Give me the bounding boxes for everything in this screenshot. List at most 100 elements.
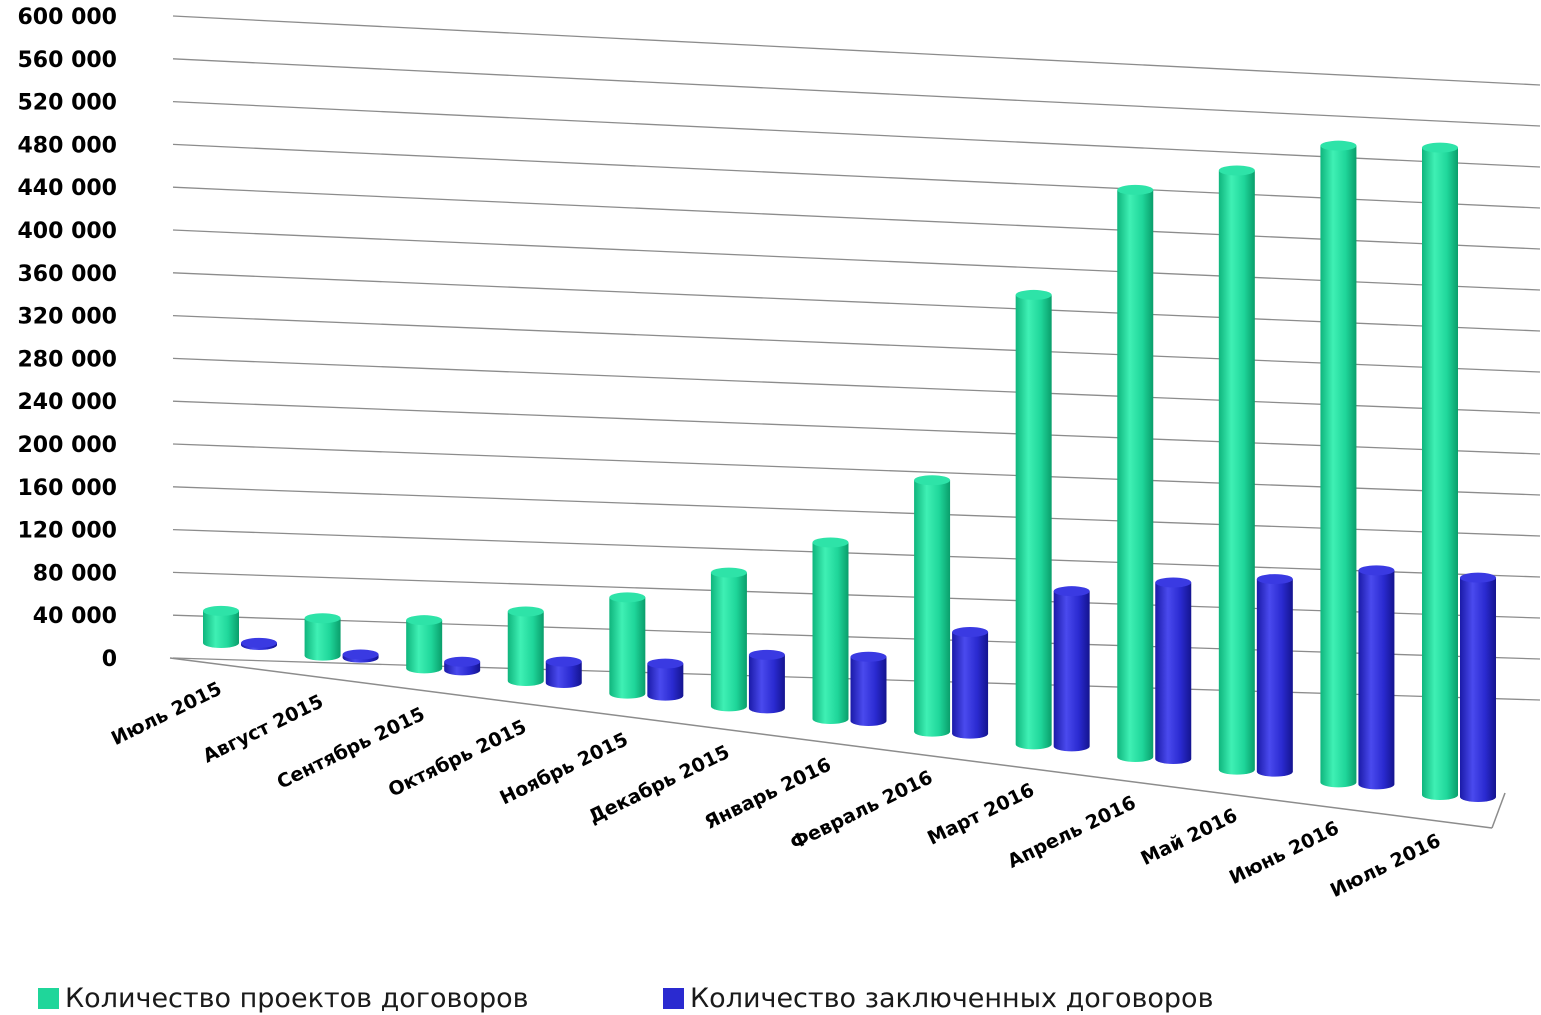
y-tick-label: 0 (102, 647, 117, 672)
bar-contracts-top (1053, 586, 1090, 597)
x-tick-label: Май 2016 (1137, 804, 1241, 870)
floor-right-edge (1491, 792, 1506, 829)
y-tick-label: 320 000 (17, 305, 117, 330)
bar-contracts (952, 627, 989, 739)
bar-contracts-top (952, 627, 989, 638)
bar-contracts (342, 649, 379, 663)
bar-contracts-body (1256, 579, 1293, 777)
y-tick-label: 560 000 (17, 48, 117, 73)
bar-projects (1218, 165, 1255, 775)
bar-projects (1015, 289, 1052, 750)
y-tick-label: 200 000 (17, 433, 117, 458)
floor-front-edge (169, 657, 1493, 829)
y-tick-label: 400 000 (17, 219, 117, 244)
legend-item-contracts: Количество заключенных договоров (663, 981, 1213, 1015)
gridline (172, 314, 1541, 373)
bar-projects (1117, 184, 1154, 762)
bar-contracts (1256, 574, 1293, 777)
bar-contracts-body (647, 663, 684, 701)
gridline (172, 400, 1541, 455)
bar-contracts-top (1256, 574, 1293, 585)
bar-projects-top (507, 606, 544, 617)
gridline (172, 143, 1541, 209)
bar-projects-top (1218, 165, 1255, 176)
bar-projects-top (812, 537, 849, 548)
bar-contracts-top (647, 658, 684, 669)
x-tick-label: Июль 2016 (1327, 830, 1444, 902)
y-tick-label: 40 000 (33, 604, 117, 629)
bar-projects-body (812, 542, 849, 724)
bar-contracts-top (1358, 565, 1395, 576)
bar-projects-top (710, 567, 747, 578)
gridline (172, 272, 1541, 332)
gridline (172, 486, 1541, 537)
bar-contracts-body (850, 656, 887, 726)
bar-projects-body (609, 597, 646, 699)
bar-contracts (850, 651, 887, 726)
y-tick-label: 120 000 (17, 519, 117, 544)
bar-contracts (1053, 586, 1090, 752)
x-tick-label: Март 2016 (924, 779, 1038, 850)
bar-contracts-top (850, 651, 887, 662)
bar-contracts-top (545, 656, 582, 667)
bar-contracts-body (748, 654, 785, 714)
bar-projects-top (1015, 289, 1052, 300)
y-tick-label: 600 000 (17, 5, 117, 30)
bar-contracts-top (1155, 577, 1192, 588)
x-tick-label: Июль 2015 (108, 678, 225, 750)
bar-projects-top (1422, 142, 1458, 153)
y-tick-label: 240 000 (17, 390, 117, 415)
bar-contracts-body (1358, 570, 1395, 790)
bar-contracts (647, 658, 684, 701)
bar-contracts (748, 649, 785, 714)
bar-projects (1320, 140, 1357, 788)
bar-projects-body (914, 480, 951, 737)
bar-contracts-body (1155, 582, 1192, 764)
legend-swatch-projects (38, 987, 59, 1009)
bar-projects-body (1320, 145, 1357, 788)
y-axis-ticks: 0 40 000 80 000 120 000 160 000 200 000 240 00… (17, 5, 117, 672)
gridline (172, 186, 1541, 250)
bar-projects-top (304, 613, 341, 624)
gridline (172, 15, 1541, 86)
legend-swatch-contracts (663, 987, 684, 1009)
bar-projects-top (914, 475, 951, 486)
gridline (172, 229, 1541, 291)
bar-projects (812, 537, 849, 724)
bar-projects-body (203, 610, 239, 648)
y-tick-label: 440 000 (17, 176, 117, 201)
bar-contracts-body (1460, 577, 1496, 802)
bar-projects-top (609, 592, 646, 603)
bar-projects (710, 567, 747, 712)
bar-projects (914, 475, 951, 737)
bar-projects (507, 606, 544, 686)
gridline (172, 357, 1541, 414)
grid (169, 15, 1541, 829)
bar-contracts-top (342, 649, 379, 660)
y-tick-label: 480 000 (17, 133, 117, 158)
bar-projects-body (507, 611, 544, 686)
bar-projects-top (406, 615, 443, 626)
gridline (172, 443, 1541, 496)
x-tick-label: Август 2015 (200, 690, 327, 767)
y-tick-label: 360 000 (17, 262, 117, 287)
bar-projects (609, 592, 646, 699)
bar-projects-body (1218, 170, 1255, 775)
y-tick-label: 280 000 (17, 347, 117, 372)
legend-label-contracts: Количество заключенных договоров (690, 982, 1214, 1014)
bar-contracts-body (1053, 591, 1090, 752)
bar-contracts-body (952, 632, 989, 739)
bar-projects (406, 615, 443, 674)
bar-contracts-top (748, 649, 785, 660)
bar-contracts (1460, 572, 1496, 802)
y-tick-label: 520 000 (17, 91, 117, 116)
gridline (172, 571, 1541, 619)
gridline (172, 58, 1541, 127)
bar-projects-top (1320, 140, 1357, 151)
bar-projects (304, 613, 341, 661)
gridline (172, 528, 1541, 578)
bar-projects-body (304, 618, 341, 661)
bar-projects-body (710, 572, 747, 712)
bar-contracts-top (444, 656, 481, 667)
